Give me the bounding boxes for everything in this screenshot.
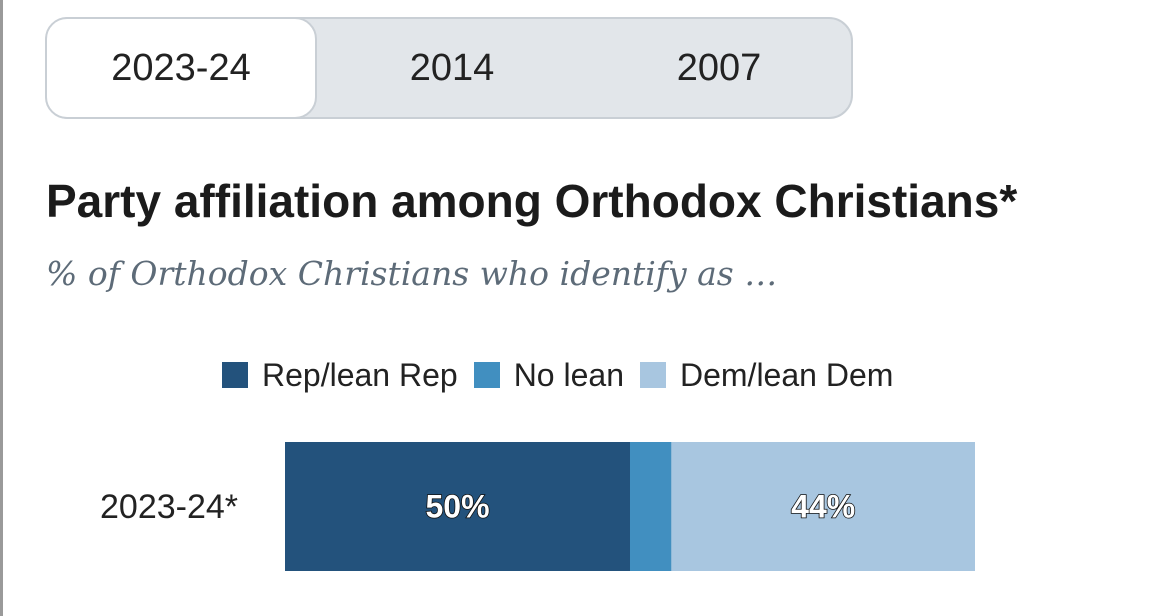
data-label-dem-lean-dem: 44% [791, 489, 855, 525]
tab-2014[interactable]: 2014 [409, 46, 495, 89]
legend-swatch-rep [222, 362, 248, 388]
data-label-rep-lean-rep: 50% [425, 489, 489, 525]
bar-segment-no-lean [630, 442, 672, 571]
legend-item-dem: Dem/lean Dem [639, 356, 894, 394]
tab-2023-24[interactable]: 2023-24 [45, 17, 317, 119]
year-tab-bar: 2023-24 2014 2007 [45, 17, 853, 119]
legend-item-rep: Rep/lean Rep [222, 357, 458, 394]
chart-title: Party affiliation among Orthodox Christi… [46, 175, 1018, 227]
bar-segment-rep-lean-rep [285, 442, 630, 571]
chart-legend: Rep/lean Rep No lean Dem/lean Dem [222, 355, 909, 395]
legend-label-no-lean: No lean [513, 356, 624, 393]
bar-segment-dem-lean-dem [671, 442, 975, 571]
legend-swatch-no-lean [473, 362, 500, 388]
legend-item-no-lean: No lean [473, 356, 624, 394]
category-label: 2023-24* [100, 488, 239, 526]
legend-label-rep: Rep/lean Rep [262, 356, 458, 393]
tab-2007[interactable]: 2007 [676, 46, 762, 89]
legend-swatch-dem [639, 362, 666, 388]
chart-subtitle: % of Orthodox Christians who identify as… [46, 254, 778, 293]
legend-label-dem: Dem/lean Dem [679, 356, 894, 393]
frame-border [0, 0, 3, 616]
